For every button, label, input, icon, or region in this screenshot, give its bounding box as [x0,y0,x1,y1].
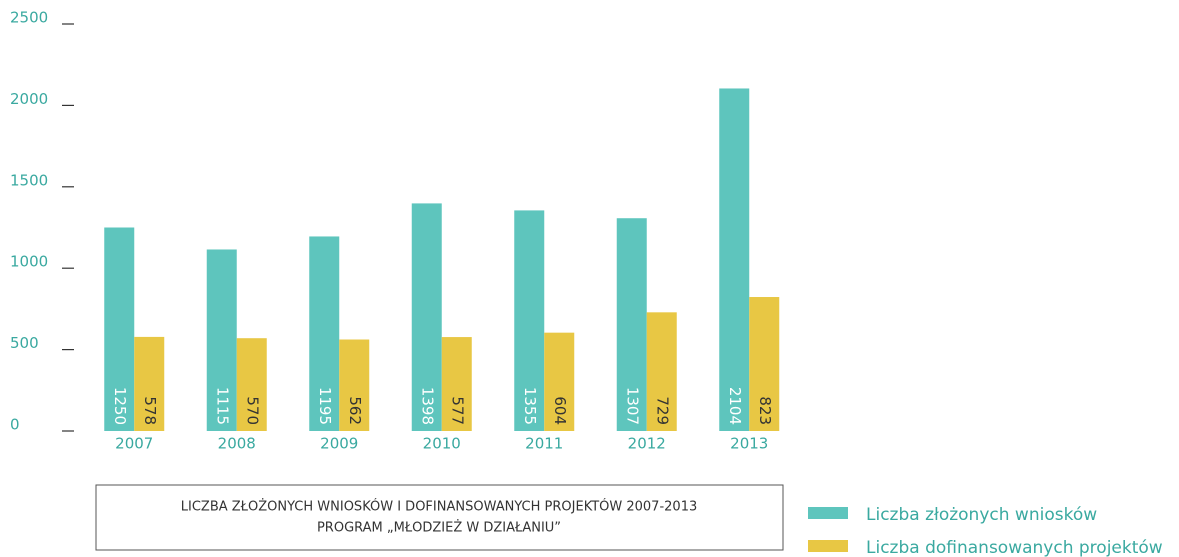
bar [616,218,647,431]
legend-swatch [808,507,848,519]
bar [206,249,237,431]
y-tick-label: 0 [10,416,20,434]
bar [236,338,267,431]
x-tick-label: 2008 [218,435,256,453]
value-label: 2104 [726,387,744,425]
x-tick-label: 2011 [525,435,563,453]
legend-label: Liczba dofinansowanych projektów [866,538,1163,557]
chart-title: LICZBA ZŁOŻONYCH WNIOSKÓW I DOFINANSOWAN… [181,499,697,515]
value-label: 577 [448,396,466,425]
value-label: 729 [653,396,671,425]
y-tick-label: 500 [10,334,39,352]
legend-label: Liczba złożonych wniosków [866,505,1097,525]
x-tick-label: 2013 [730,435,768,453]
bar [749,297,780,431]
value-label: 1398 [418,387,436,425]
value-label: 1355 [521,387,539,425]
bar [544,332,575,431]
y-tick-label: 2000 [10,90,48,108]
bar [339,339,370,431]
bar [514,210,545,431]
x-tick-label: 2010 [423,435,461,453]
x-tick-label: 2012 [628,435,666,453]
value-label: 1250 [111,387,129,425]
value-label: 570 [243,396,261,425]
y-tick-label: 2500 [10,9,48,27]
y-tick-label: 1500 [10,171,48,189]
chart-subtitle: PROGRAM „MŁODZIEŻ W DZIAŁANIU” [317,520,561,536]
bar [646,312,677,431]
value-label: 1115 [213,387,231,425]
x-tick-label: 2009 [320,435,358,453]
legend-swatch [808,540,848,552]
value-label: 578 [141,396,159,425]
bar [104,227,135,431]
title-box [95,484,784,551]
bar [719,88,750,431]
bar [309,236,340,431]
y-tick-label: 1000 [10,253,48,271]
bar [134,336,165,431]
value-label: 604 [551,396,569,425]
bar [441,337,472,431]
value-label: 1195 [316,387,334,425]
bar [411,203,442,431]
x-tick-label: 2007 [115,435,153,453]
value-label: 1307 [623,387,641,425]
value-label: 823 [756,396,774,425]
value-label: 562 [346,396,364,425]
